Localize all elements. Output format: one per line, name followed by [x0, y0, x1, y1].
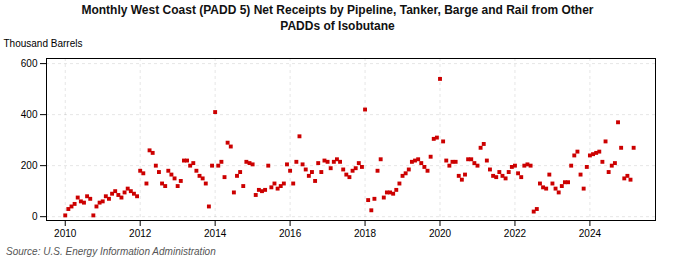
svg-text:2020: 2020 — [429, 228, 452, 239]
svg-text:Thousand Barrels: Thousand Barrels — [4, 38, 83, 49]
svg-text:200: 200 — [21, 160, 38, 171]
svg-text:2012: 2012 — [129, 228, 152, 239]
svg-text:600: 600 — [21, 58, 38, 69]
svg-text:2018: 2018 — [354, 228, 377, 239]
svg-text:400: 400 — [21, 109, 38, 120]
svg-text:2014: 2014 — [204, 228, 227, 239]
svg-text:2024: 2024 — [579, 228, 602, 239]
html-text:Monthly West Coast (PADD 5) Ne: Monthly West Coast (PADD 5) Net Receipts… — [81, 3, 594, 33]
svg-text:2022: 2022 — [504, 228, 527, 239]
svg-text:0: 0 — [32, 211, 38, 222]
html-text:Source: U.S. Energy Informatio: Source: U.S. Energy Information Administ… — [6, 246, 216, 258]
svg-text:2016: 2016 — [279, 228, 302, 239]
svg-text:2010: 2010 — [54, 228, 77, 239]
